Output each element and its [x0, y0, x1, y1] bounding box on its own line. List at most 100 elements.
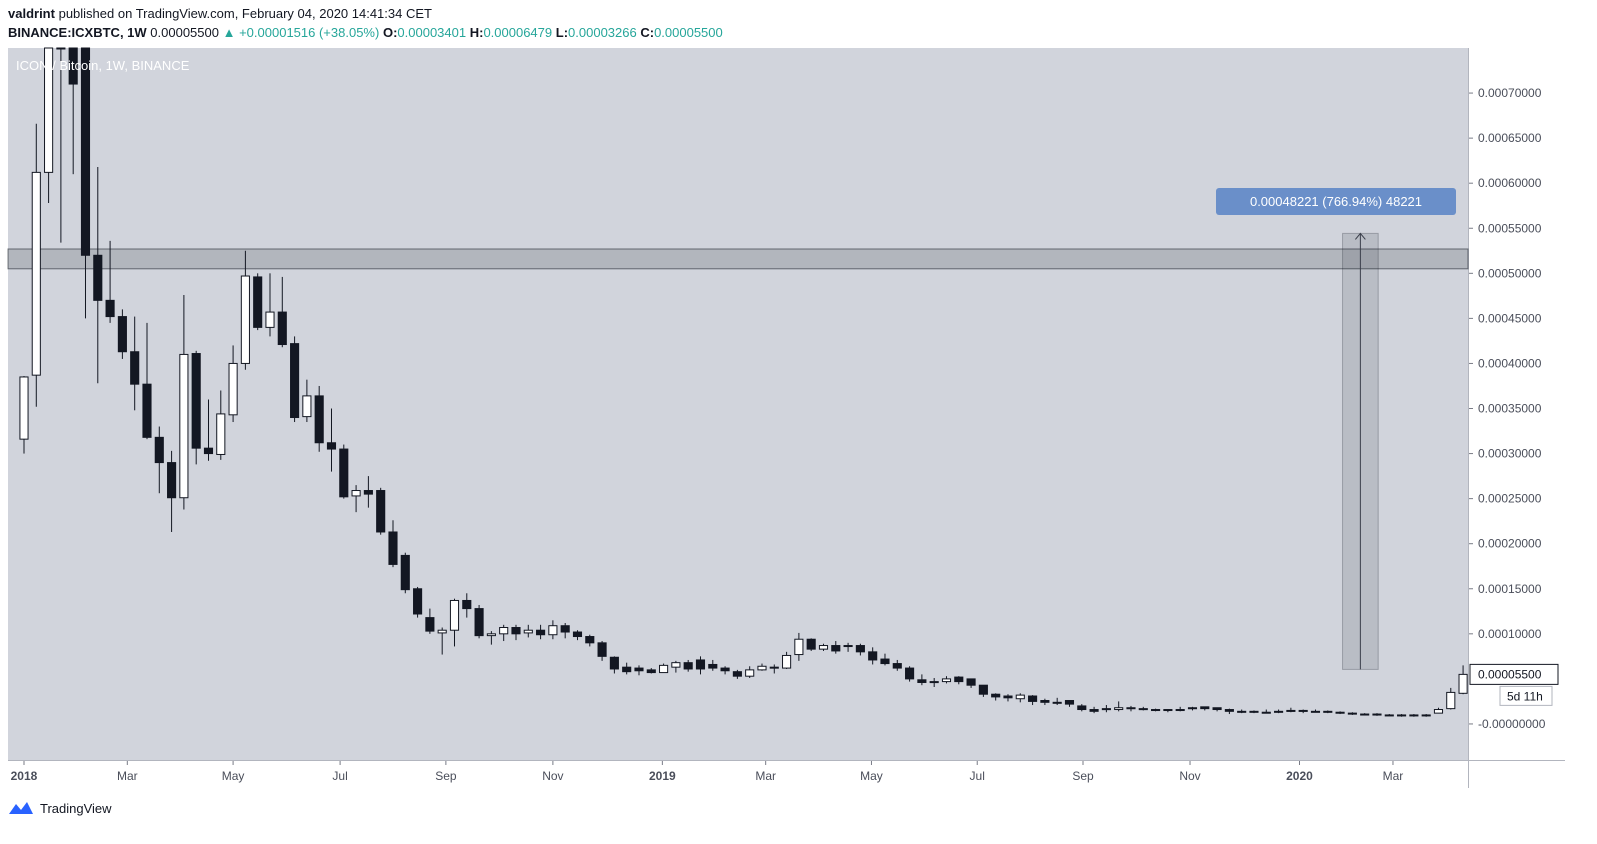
candle[interactable]: [966, 678, 976, 688]
candle[interactable]: [253, 273, 263, 331]
candle[interactable]: [462, 593, 472, 618]
candle[interactable]: [1163, 709, 1173, 713]
candle[interactable]: [757, 663, 767, 671]
candle[interactable]: [1101, 705, 1111, 713]
candle[interactable]: [806, 638, 816, 651]
candle[interactable]: [1237, 709, 1247, 714]
candle[interactable]: [855, 643, 865, 656]
candle[interactable]: [1433, 707, 1444, 714]
candle[interactable]: [449, 598, 460, 647]
candle[interactable]: [376, 487, 386, 535]
candle[interactable]: [19, 376, 29, 454]
candle[interactable]: [991, 693, 1001, 701]
candle[interactable]: [1028, 695, 1038, 706]
candle[interactable]: [154, 426, 164, 494]
candle[interactable]: [1114, 701, 1124, 712]
candle[interactable]: [732, 669, 742, 679]
candle[interactable]: [437, 627, 447, 655]
candle[interactable]: [1286, 707, 1296, 713]
candle[interactable]: [1458, 665, 1468, 695]
candle[interactable]: [1360, 713, 1370, 716]
candle[interactable]: [597, 641, 607, 661]
candle[interactable]: [1052, 697, 1062, 706]
candle[interactable]: [1064, 700, 1075, 707]
candle[interactable]: [954, 676, 964, 685]
candle[interactable]: [80, 47, 91, 319]
candle[interactable]: [622, 662, 632, 675]
candle[interactable]: [290, 336, 300, 423]
candle[interactable]: [831, 641, 841, 654]
candle[interactable]: [1003, 694, 1013, 702]
candle[interactable]: [548, 620, 558, 640]
candle[interactable]: [1175, 706, 1185, 712]
candle[interactable]: [794, 632, 804, 661]
candle[interactable]: [536, 624, 546, 640]
candle[interactable]: [68, 47, 78, 175]
candle[interactable]: [142, 322, 152, 440]
candle[interactable]: [1126, 705, 1136, 712]
candle[interactable]: [1372, 713, 1382, 716]
candle[interactable]: [646, 668, 656, 674]
candle[interactable]: [1384, 714, 1394, 717]
candle[interactable]: [1310, 709, 1321, 713]
candle[interactable]: [745, 666, 755, 678]
candle[interactable]: [659, 663, 669, 674]
candle[interactable]: [499, 624, 509, 642]
candle[interactable]: [31, 123, 41, 407]
candle[interactable]: [769, 664, 779, 674]
candle[interactable]: [880, 653, 890, 666]
candle[interactable]: [105, 240, 115, 323]
candle[interactable]: [1274, 709, 1284, 714]
candle[interactable]: [117, 309, 127, 359]
candle[interactable]: [634, 665, 644, 676]
candle[interactable]: [425, 608, 435, 634]
candle[interactable]: [326, 408, 337, 472]
candle[interactable]: [818, 643, 829, 651]
candle[interactable]: [179, 294, 189, 510]
candle[interactable]: [1347, 712, 1357, 715]
candle[interactable]: [240, 250, 250, 370]
candle[interactable]: [474, 604, 484, 639]
candle[interactable]: [56, 47, 66, 243]
candle[interactable]: [130, 316, 140, 411]
candle[interactable]: [572, 630, 583, 641]
footer-brand[interactable]: TradingView: [8, 800, 112, 816]
candle[interactable]: [1397, 714, 1407, 717]
candle[interactable]: [400, 552, 410, 594]
candle[interactable]: [486, 631, 496, 645]
candle[interactable]: [203, 399, 214, 461]
candle[interactable]: [1077, 704, 1087, 712]
candle[interactable]: [228, 345, 238, 423]
candle[interactable]: [191, 350, 201, 465]
candle[interactable]: [1298, 709, 1308, 714]
candle[interactable]: [1323, 710, 1333, 714]
candle[interactable]: [351, 485, 361, 513]
candle[interactable]: [1212, 707, 1222, 712]
candle[interactable]: [941, 676, 952, 684]
candle[interactable]: [511, 624, 521, 641]
candle[interactable]: [585, 634, 595, 647]
time-scale[interactable]: [8, 761, 1468, 788]
candle[interactable]: [1409, 714, 1419, 717]
candle[interactable]: [1187, 706, 1198, 711]
candle[interactable]: [277, 276, 287, 348]
candle[interactable]: [1200, 706, 1210, 711]
candle[interactable]: [93, 166, 103, 384]
candle[interactable]: [683, 659, 693, 672]
candle[interactable]: [1249, 710, 1259, 714]
candle[interactable]: [868, 647, 878, 665]
candle[interactable]: [388, 520, 398, 568]
candle[interactable]: [167, 450, 177, 532]
candle[interactable]: [339, 444, 349, 499]
candle[interactable]: [560, 623, 570, 639]
candle[interactable]: [523, 624, 533, 638]
candle[interactable]: [1261, 709, 1271, 714]
candle[interactable]: [413, 586, 423, 618]
candle[interactable]: [302, 379, 312, 423]
candle[interactable]: [1089, 706, 1099, 714]
candle[interactable]: [1040, 698, 1050, 706]
candle[interactable]: [265, 273, 275, 337]
candle[interactable]: [314, 385, 324, 452]
candle[interactable]: [363, 476, 373, 508]
